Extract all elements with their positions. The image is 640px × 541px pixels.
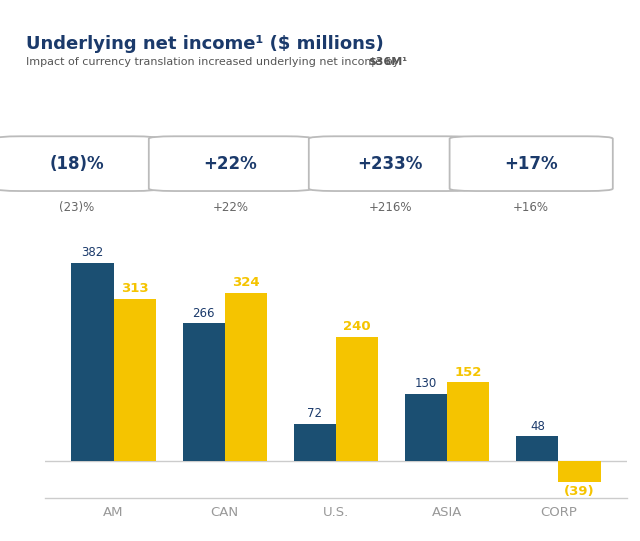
Text: +216%: +216% [369, 201, 412, 214]
FancyBboxPatch shape [449, 136, 613, 191]
Bar [182, 323, 225, 461]
Text: (39): (39) [564, 485, 595, 498]
Text: +17%: +17% [504, 155, 558, 173]
Text: +22%: +22% [212, 201, 248, 214]
Bar [516, 437, 559, 461]
Text: +22%: +22% [204, 155, 257, 173]
Text: 266: 266 [193, 307, 215, 320]
Bar [225, 293, 267, 461]
Bar [447, 382, 490, 461]
FancyBboxPatch shape [309, 136, 472, 191]
Bar [71, 263, 113, 461]
Text: Underlying net income¹ ($ millions): Underlying net income¹ ($ millions) [26, 35, 383, 53]
Text: (23)%: (23)% [59, 201, 95, 214]
Text: (18)%: (18)% [49, 155, 104, 173]
Bar [559, 461, 601, 481]
Text: 240: 240 [343, 320, 371, 333]
Text: 72: 72 [307, 407, 323, 420]
Text: 130: 130 [415, 377, 437, 390]
Text: Impact of currency translation increased underlying net income by: Impact of currency translation increased… [26, 57, 403, 67]
Text: +16%: +16% [513, 201, 549, 214]
FancyBboxPatch shape [0, 136, 159, 191]
Text: +233%: +233% [358, 155, 423, 173]
Text: 313: 313 [121, 282, 148, 295]
Bar [294, 424, 336, 461]
FancyBboxPatch shape [148, 136, 312, 191]
Text: 324: 324 [232, 276, 260, 289]
Bar [405, 394, 447, 461]
Text: $36M¹: $36M¹ [368, 57, 407, 67]
Bar [113, 299, 156, 461]
Text: 382: 382 [81, 246, 104, 259]
Text: 48: 48 [530, 420, 545, 433]
Text: 152: 152 [454, 366, 482, 379]
Bar [336, 337, 378, 461]
